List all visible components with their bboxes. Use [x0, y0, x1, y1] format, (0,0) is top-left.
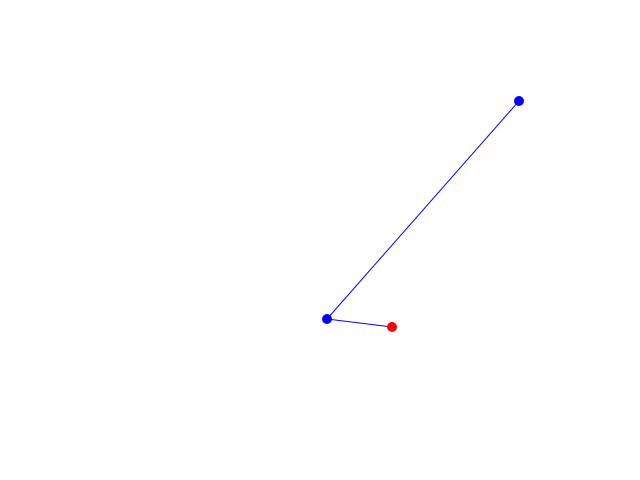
end-point	[387, 322, 397, 332]
anchor-point	[514, 96, 524, 106]
link	[326, 100, 520, 320]
joint-point	[322, 314, 332, 324]
link	[326, 318, 393, 328]
